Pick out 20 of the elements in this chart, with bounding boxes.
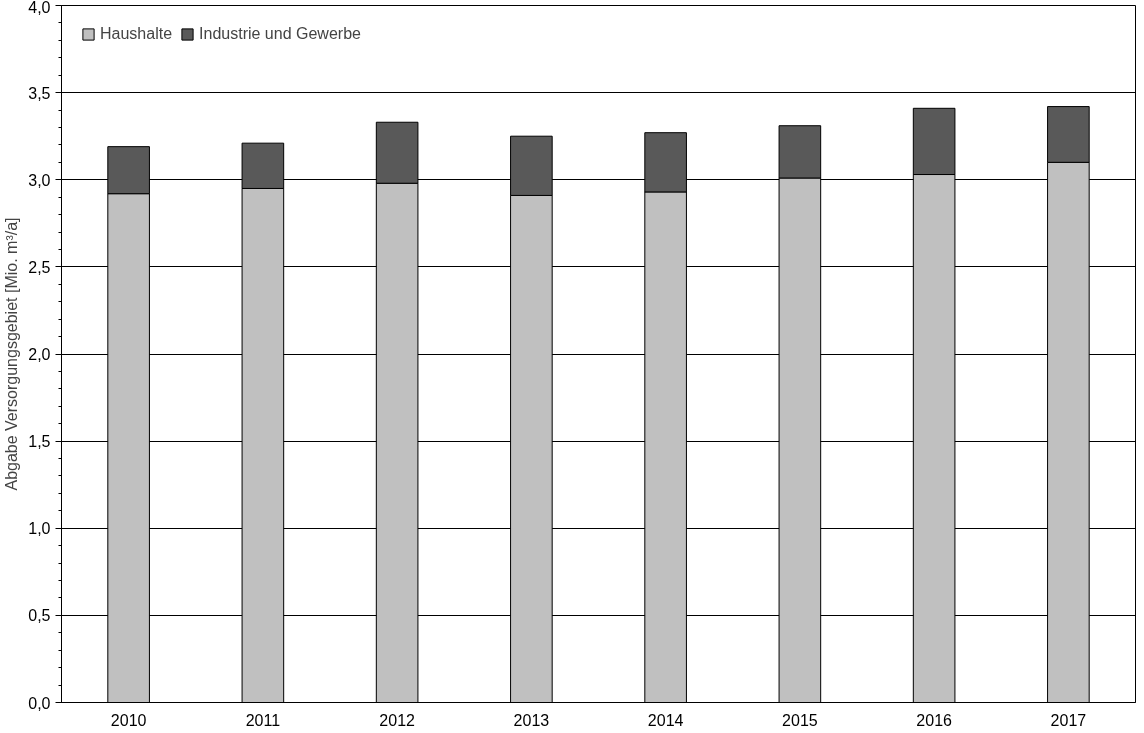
y-tick-label: 2,5 (28, 258, 51, 276)
x-tick-label: 2014 (647, 711, 684, 729)
y-tick-label: 1,5 (28, 433, 51, 451)
y-tick-label: 2,0 (28, 346, 51, 363)
x-tick-label: 2015 (782, 711, 818, 729)
y-axis-title: Abgabe Versorgungsgebiet [Mio. m³/a] (3, 217, 21, 491)
y-tick-label: 3,0 (28, 171, 51, 189)
y-tick-label: 0,5 (28, 607, 51, 625)
x-tick-label: 2016 (916, 711, 953, 729)
x-tick-label: 2017 (1050, 711, 1087, 729)
y-tick-label: 1,0 (28, 520, 51, 538)
x-tick-label: 2012 (379, 711, 416, 729)
y-tick-label: 3,5 (28, 84, 51, 102)
x-tick-label: 2013 (513, 711, 550, 729)
y-tick-label: 0,0 (28, 694, 51, 712)
legend-label: Industrie und Gewerbe (199, 25, 361, 43)
y-tick-label: 4,0 (28, 0, 51, 16)
x-tick-label: 2010 (110, 711, 147, 729)
legend-label: Haushalte (100, 25, 173, 43)
x-tick-label: 2011 (245, 711, 281, 729)
